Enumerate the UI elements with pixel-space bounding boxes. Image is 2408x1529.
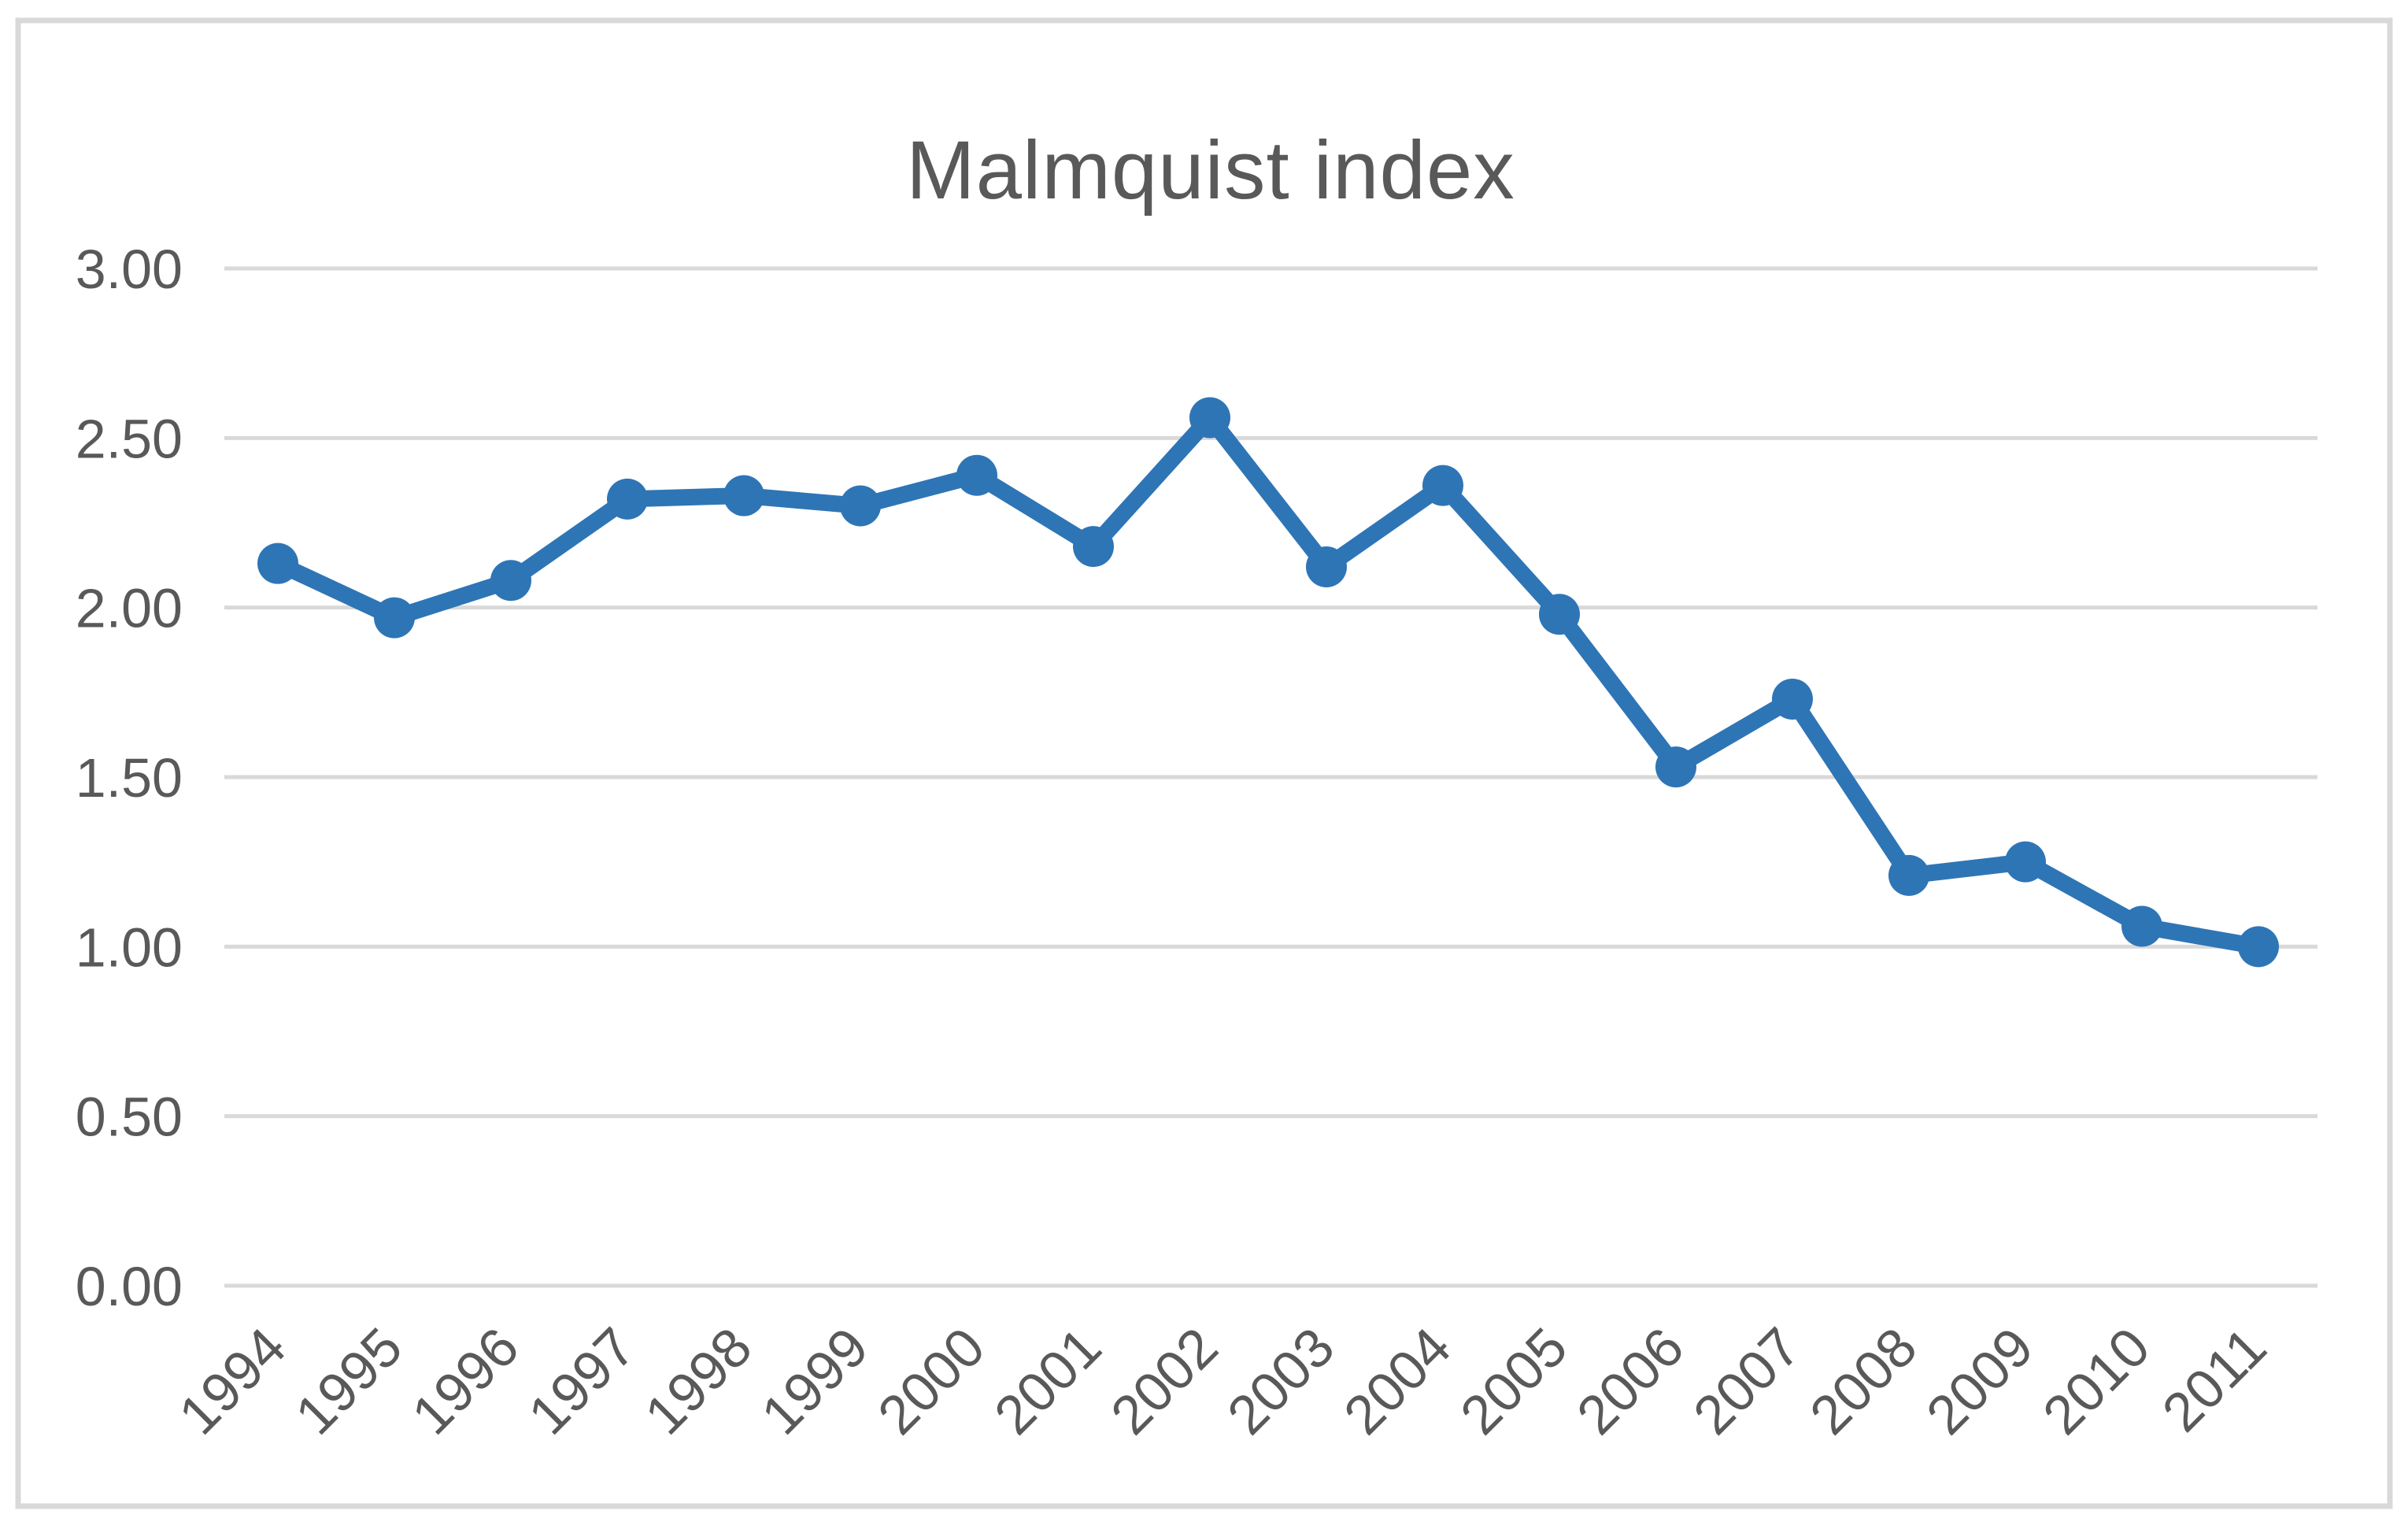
data-point-marker (2121, 905, 2162, 947)
data-point-marker (2005, 841, 2046, 883)
x-axis-tick-label: 2009 (1914, 1316, 2044, 1446)
x-axis-tick-label: 1997 (516, 1316, 646, 1446)
data-point-marker (257, 542, 298, 584)
y-axis-tick-label: 0.00 (76, 1256, 183, 1317)
x-axis-tick-label: 2008 (1798, 1316, 1928, 1446)
x-axis-tick-label: 2010 (2031, 1316, 2161, 1446)
x-axis-tick-label: 1996 (400, 1316, 530, 1446)
chart-frame-border (15, 17, 2393, 1509)
x-axis-tick-label: 2011 (2151, 1316, 2278, 1443)
data-point-marker (1422, 465, 1463, 506)
data-point-marker (1539, 594, 1580, 635)
y-axis-tick-label: 1.50 (76, 747, 183, 809)
x-axis-tick-label: 2000 (866, 1316, 996, 1446)
data-point-marker (1073, 526, 1114, 568)
x-axis-tick-label: 1998 (633, 1316, 763, 1446)
data-point-marker (1189, 397, 1230, 439)
data-point-marker (1306, 546, 1347, 587)
data-point-marker (1655, 746, 1696, 788)
x-axis-tick-label: 2006 (1565, 1316, 1695, 1446)
y-axis-tick-label: 0.50 (76, 1087, 183, 1148)
data-point-marker (374, 597, 415, 639)
y-axis-tick-label: 1.00 (76, 916, 183, 978)
data-point-marker (723, 475, 764, 516)
data-line (269, 409, 2267, 955)
data-point-marker (956, 454, 997, 496)
x-axis-tick-label: 2001 (982, 1316, 1112, 1446)
x-axis-tick-label: 2004 (1332, 1316, 1462, 1446)
y-axis-tick-label: 2.00 (76, 578, 183, 639)
y-axis-tick-label: 3.00 (76, 239, 183, 300)
gridlines-group (224, 266, 2317, 1288)
data-series-group (257, 397, 2279, 968)
data-point-marker (840, 485, 881, 527)
x-axis-tick-label: 1994 (167, 1316, 297, 1446)
chart-title: Malmquist index (906, 124, 1515, 217)
data-point-marker (607, 478, 648, 520)
y-axis-tick-label: 2.50 (76, 408, 183, 469)
x-axis-tick-label: 2002 (1099, 1316, 1229, 1446)
x-axis-tick-label: 2007 (1681, 1316, 1811, 1446)
data-point-marker (1888, 854, 1929, 896)
data-point-marker (1772, 678, 1813, 720)
x-axis-tick-label: 1995 (283, 1316, 413, 1446)
y-axis-tick-labels-group: 0.00 0.50 1.00 1.50 2.00 2.50 3.00 (76, 239, 183, 1317)
x-axis-tick-label: 2005 (1448, 1316, 1578, 1446)
x-axis-tick-label: 1999 (749, 1316, 879, 1446)
data-point-marker (2238, 926, 2279, 968)
x-axis-tick-label: 2003 (1215, 1316, 1345, 1446)
data-point-marker (490, 560, 531, 602)
x-axis-tick-labels-group: 1994199519961997199819992000200120022003… (167, 1316, 2277, 1446)
